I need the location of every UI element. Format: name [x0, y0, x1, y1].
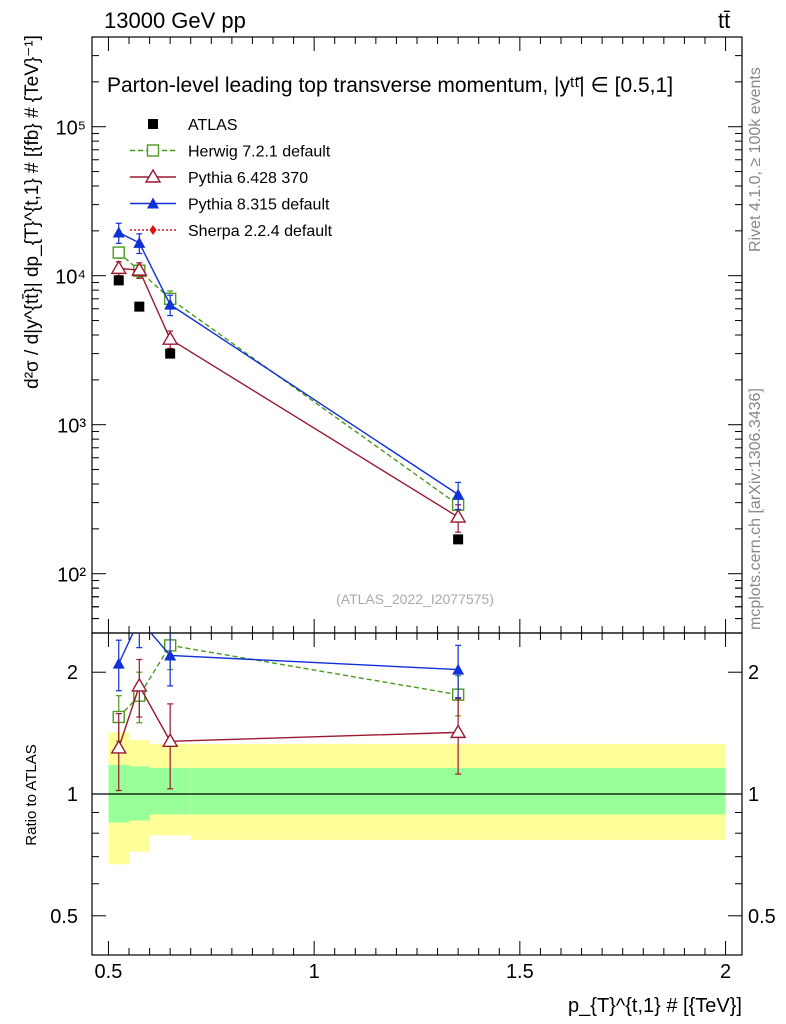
legend-item-py8: Pythia 8.315 default [130, 197, 330, 214]
ratio-series-py8 [112, 613, 465, 699]
y-tick-label: 10⁵ [55, 118, 86, 140]
x-tick-label: 1.5 [506, 961, 534, 983]
ratio-y-tick-label: 0.5 [50, 906, 78, 928]
data-point-atlas [165, 348, 176, 359]
legend-label-py8: Pythia 8.315 default [188, 197, 330, 214]
legend-item-herwig: Herwig 7.2.1 default [130, 144, 331, 161]
legend-marker-atlas [148, 119, 158, 129]
legend-label-herwig: Herwig 7.2.1 default [188, 144, 331, 161]
y-tick-label: 10⁴ [55, 267, 86, 289]
ratio-series-herwig [112, 633, 465, 742]
data-point-py8 [164, 298, 177, 310]
y-axis-label: d²σ / d|y^{tt̄}| dp_{T}^{t,1} # [{fb} # … [22, 35, 43, 389]
ratio-point-py6 [131, 677, 148, 692]
legend: ATLAS Herwig 7.2.1 default Pythia 6.428 37… [130, 117, 333, 240]
series-py8 [112, 222, 465, 511]
ratio-line-py8 [118, 633, 459, 671]
stat-band-segment [190, 767, 726, 815]
data-point-herwig [112, 246, 125, 259]
data-point-py8 [452, 488, 465, 500]
ratio-y-tick-label: 1 [67, 784, 78, 806]
data-point-atlas [113, 275, 124, 286]
series-py6 [110, 259, 467, 533]
ratio-point-py6 [449, 723, 467, 739]
mcplots-label: mcplots.cern.ch [arXiv:1306.3436] [747, 388, 764, 630]
legend-item-py6: Pythia 6.428 370 [130, 168, 308, 187]
legend-item-atlas: ATLAS [148, 117, 238, 134]
ratio-y-tick-label-right: 0.5 [748, 906, 776, 928]
x-tick-label: 2 [720, 961, 731, 983]
rivet-label: Rivet 4.1.0, ≥ 100k events [747, 67, 764, 252]
series-atlas [113, 275, 464, 545]
ratio-point-py8 [164, 649, 177, 661]
ratio-point-py8 [133, 613, 145, 624]
x-axis-label: p_{T}^{t,1} # [{TeV}] [568, 995, 742, 1017]
analysis-watermark: (ATLAS_2022_I2077575) [336, 591, 494, 607]
ratio-series-group [110, 613, 467, 792]
data-point-py6 [110, 259, 127, 275]
ratio-point-py6 [110, 739, 127, 754]
y-tick-label: 10² [57, 565, 86, 587]
ratio-y-tick-label: 2 [67, 662, 78, 684]
legend-item-sherpa: Sherpa 2.2.4 default [130, 223, 333, 240]
data-point-py8 [112, 226, 125, 238]
legend-label-sherpa: Sherpa 2.2.4 default [188, 223, 333, 240]
ratio-y-tick-label-right: 1 [748, 784, 759, 806]
legend-marker-py8 [147, 197, 159, 209]
data-point-py8 [133, 236, 146, 248]
series-line-py6 [118, 267, 459, 518]
energy-label: 13000 GeV pp [104, 8, 246, 33]
ratio-point-py8 [112, 657, 125, 669]
data-point-atlas [453, 534, 464, 545]
ratio-line-herwig [118, 644, 459, 718]
legend-marker-sherpa [149, 225, 157, 235]
ratio-series-py6 [110, 658, 467, 792]
data-point-atlas [134, 301, 145, 312]
y-tick-label: 10³ [57, 416, 86, 438]
x-tick-label: 0.5 [95, 961, 123, 983]
data-point-py6 [449, 508, 467, 523]
series-herwig [112, 246, 465, 516]
data-point-py6 [131, 261, 148, 276]
legend-marker-py6 [144, 168, 162, 183]
legend-marker-herwig [146, 144, 160, 157]
process-label: tt̄ [718, 8, 730, 33]
ratio-y-tick-label-right: 2 [748, 662, 759, 684]
series-line-herwig [118, 252, 459, 506]
data-point-py6 [161, 330, 179, 345]
legend-label-atlas: ATLAS [188, 117, 238, 134]
series-line-py8 [118, 231, 459, 496]
ratio-line-py6 [118, 684, 459, 749]
ratio-y-axis-label: Ratio to ATLAS [23, 744, 40, 845]
legend-label-py6: Pythia 6.428 370 [188, 170, 308, 187]
chart-title: Parton-level leading top transverse mome… [107, 74, 673, 97]
x-tick-label: 1 [309, 961, 320, 983]
ratio-point-py6 [161, 732, 179, 747]
ratio-point-py8 [452, 663, 465, 675]
